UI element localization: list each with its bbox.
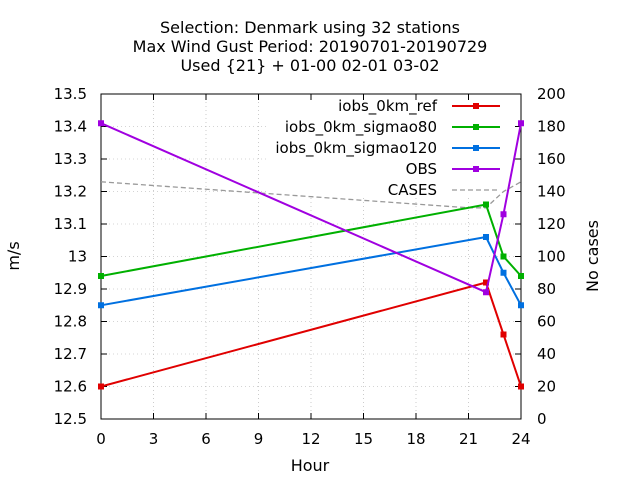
legend-label: iobs_0km_ref: [338, 97, 438, 116]
y2-tick-label: 60: [537, 313, 556, 331]
y-tick-label: 13.1: [54, 215, 87, 233]
data-point-iobs-0km-sigmao120: [518, 302, 524, 309]
data-point-iobs-0km-ref: [483, 279, 489, 286]
y-tick-label: 13: [68, 248, 87, 266]
data-point-obs: [98, 120, 104, 127]
data-point-obs: [483, 289, 489, 296]
y2-tick-label: 120: [537, 215, 566, 233]
x-axis-label: Hour: [291, 456, 330, 475]
y-tick-label: 13.5: [54, 85, 87, 103]
legend-marker: [473, 166, 479, 172]
x-tick-label: 15: [354, 430, 373, 448]
y2-tick-label: 20: [537, 378, 556, 396]
data-point-obs: [500, 211, 507, 218]
chart-title-line-1: Selection: Denmark using 32 stations: [160, 18, 460, 37]
x-tick-label: 24: [511, 430, 530, 448]
x-tick-label: 18: [406, 430, 425, 448]
y2-tick-label: 80: [537, 280, 556, 298]
y2-tick-label: 200: [537, 85, 566, 103]
y-tick-label: 13.2: [54, 183, 87, 201]
y-tick-label: 13.3: [54, 150, 87, 168]
y-axis-label: m/s: [4, 241, 23, 270]
data-point-iobs-0km-sigmao80: [500, 253, 507, 260]
x-tick-label: 6: [201, 430, 211, 448]
legend-label: CASES: [388, 181, 437, 199]
y-tick-label: 12.5: [54, 410, 87, 428]
data-point-iobs-0km-sigmao80: [483, 201, 489, 208]
data-point-iobs-0km-sigmao120: [500, 269, 507, 276]
x-tick-label: 0: [96, 430, 106, 448]
chart-title-line-3: Used {21} + 01-00 02-01 03-02: [180, 56, 439, 75]
legend-marker: [473, 145, 479, 151]
chart-title: Selection: Denmark using 32 stations Max…: [133, 18, 488, 75]
y2-tick-label: 180: [537, 118, 566, 136]
series-line-obs: [100, 122, 522, 294]
x-tick-label: 21: [459, 430, 478, 448]
data-point-iobs-0km-ref: [518, 383, 524, 390]
legend-label: OBS: [406, 160, 437, 178]
y-tick-label: 12.6: [54, 378, 87, 396]
x-tick-label: 9: [254, 430, 264, 448]
data-point-iobs-0km-sigmao120: [483, 234, 489, 240]
legend-label: iobs_0km_sigmao120: [275, 139, 437, 158]
series-line-iobs-0km-sigmao80: [100, 203, 522, 277]
plot-area: 12.5 12.6 12.7 12.8 12.9 13 13.1 13.2 13.3 13.4 13…: [54, 85, 566, 448]
data-point-iobs-0km-sigmao120: [98, 302, 104, 309]
y-tick-label: 12.7: [54, 345, 87, 363]
legend-label: iobs_0km_sigmao80: [285, 118, 437, 137]
x-tick-label: 3: [149, 430, 159, 448]
data-point-iobs-0km-sigmao80: [98, 273, 104, 279]
y2-tick-label: 40: [537, 345, 556, 363]
series-line-iobs-0km-sigmao120: [100, 235, 522, 307]
data-point-iobs-0km-ref: [500, 331, 507, 338]
y2-tick-label: 100: [537, 248, 566, 266]
data-point-iobs-0km-ref: [98, 383, 104, 390]
x-tick-label: 12: [301, 430, 320, 448]
y2-tick-label: 140: [537, 183, 566, 201]
data-point-obs: [518, 120, 524, 127]
series-line-iobs-0km-ref: [100, 281, 522, 388]
y2-axis-label: No cases: [583, 220, 602, 292]
y-tick-label: 12.9: [54, 280, 87, 298]
y-tick-label: 13.4: [54, 118, 87, 136]
legend-marker: [473, 124, 479, 130]
y-tick-label: 12.8: [54, 313, 87, 331]
y2-tick-label: 160: [537, 150, 566, 168]
chart-title-line-2: Max Wind Gust Period: 20190701-20190729: [133, 37, 488, 56]
data-point-iobs-0km-sigmao80: [518, 273, 524, 279]
legend-marker: [473, 103, 479, 109]
y2-tick-label: 0: [537, 410, 547, 428]
